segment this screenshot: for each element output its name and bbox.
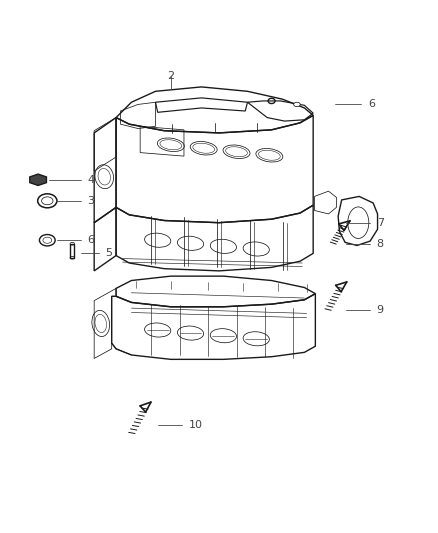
Text: 3: 3 bbox=[88, 196, 95, 206]
Text: 9: 9 bbox=[377, 305, 384, 316]
Ellipse shape bbox=[293, 102, 300, 107]
Text: 6: 6 bbox=[88, 235, 95, 245]
Polygon shape bbox=[30, 174, 46, 185]
Text: 4: 4 bbox=[88, 175, 95, 185]
Text: 8: 8 bbox=[377, 239, 384, 249]
Text: 7: 7 bbox=[377, 217, 384, 228]
Text: 6: 6 bbox=[368, 99, 375, 109]
Text: 5: 5 bbox=[105, 248, 112, 259]
Text: 2: 2 bbox=[167, 71, 174, 81]
Text: 10: 10 bbox=[188, 420, 202, 430]
